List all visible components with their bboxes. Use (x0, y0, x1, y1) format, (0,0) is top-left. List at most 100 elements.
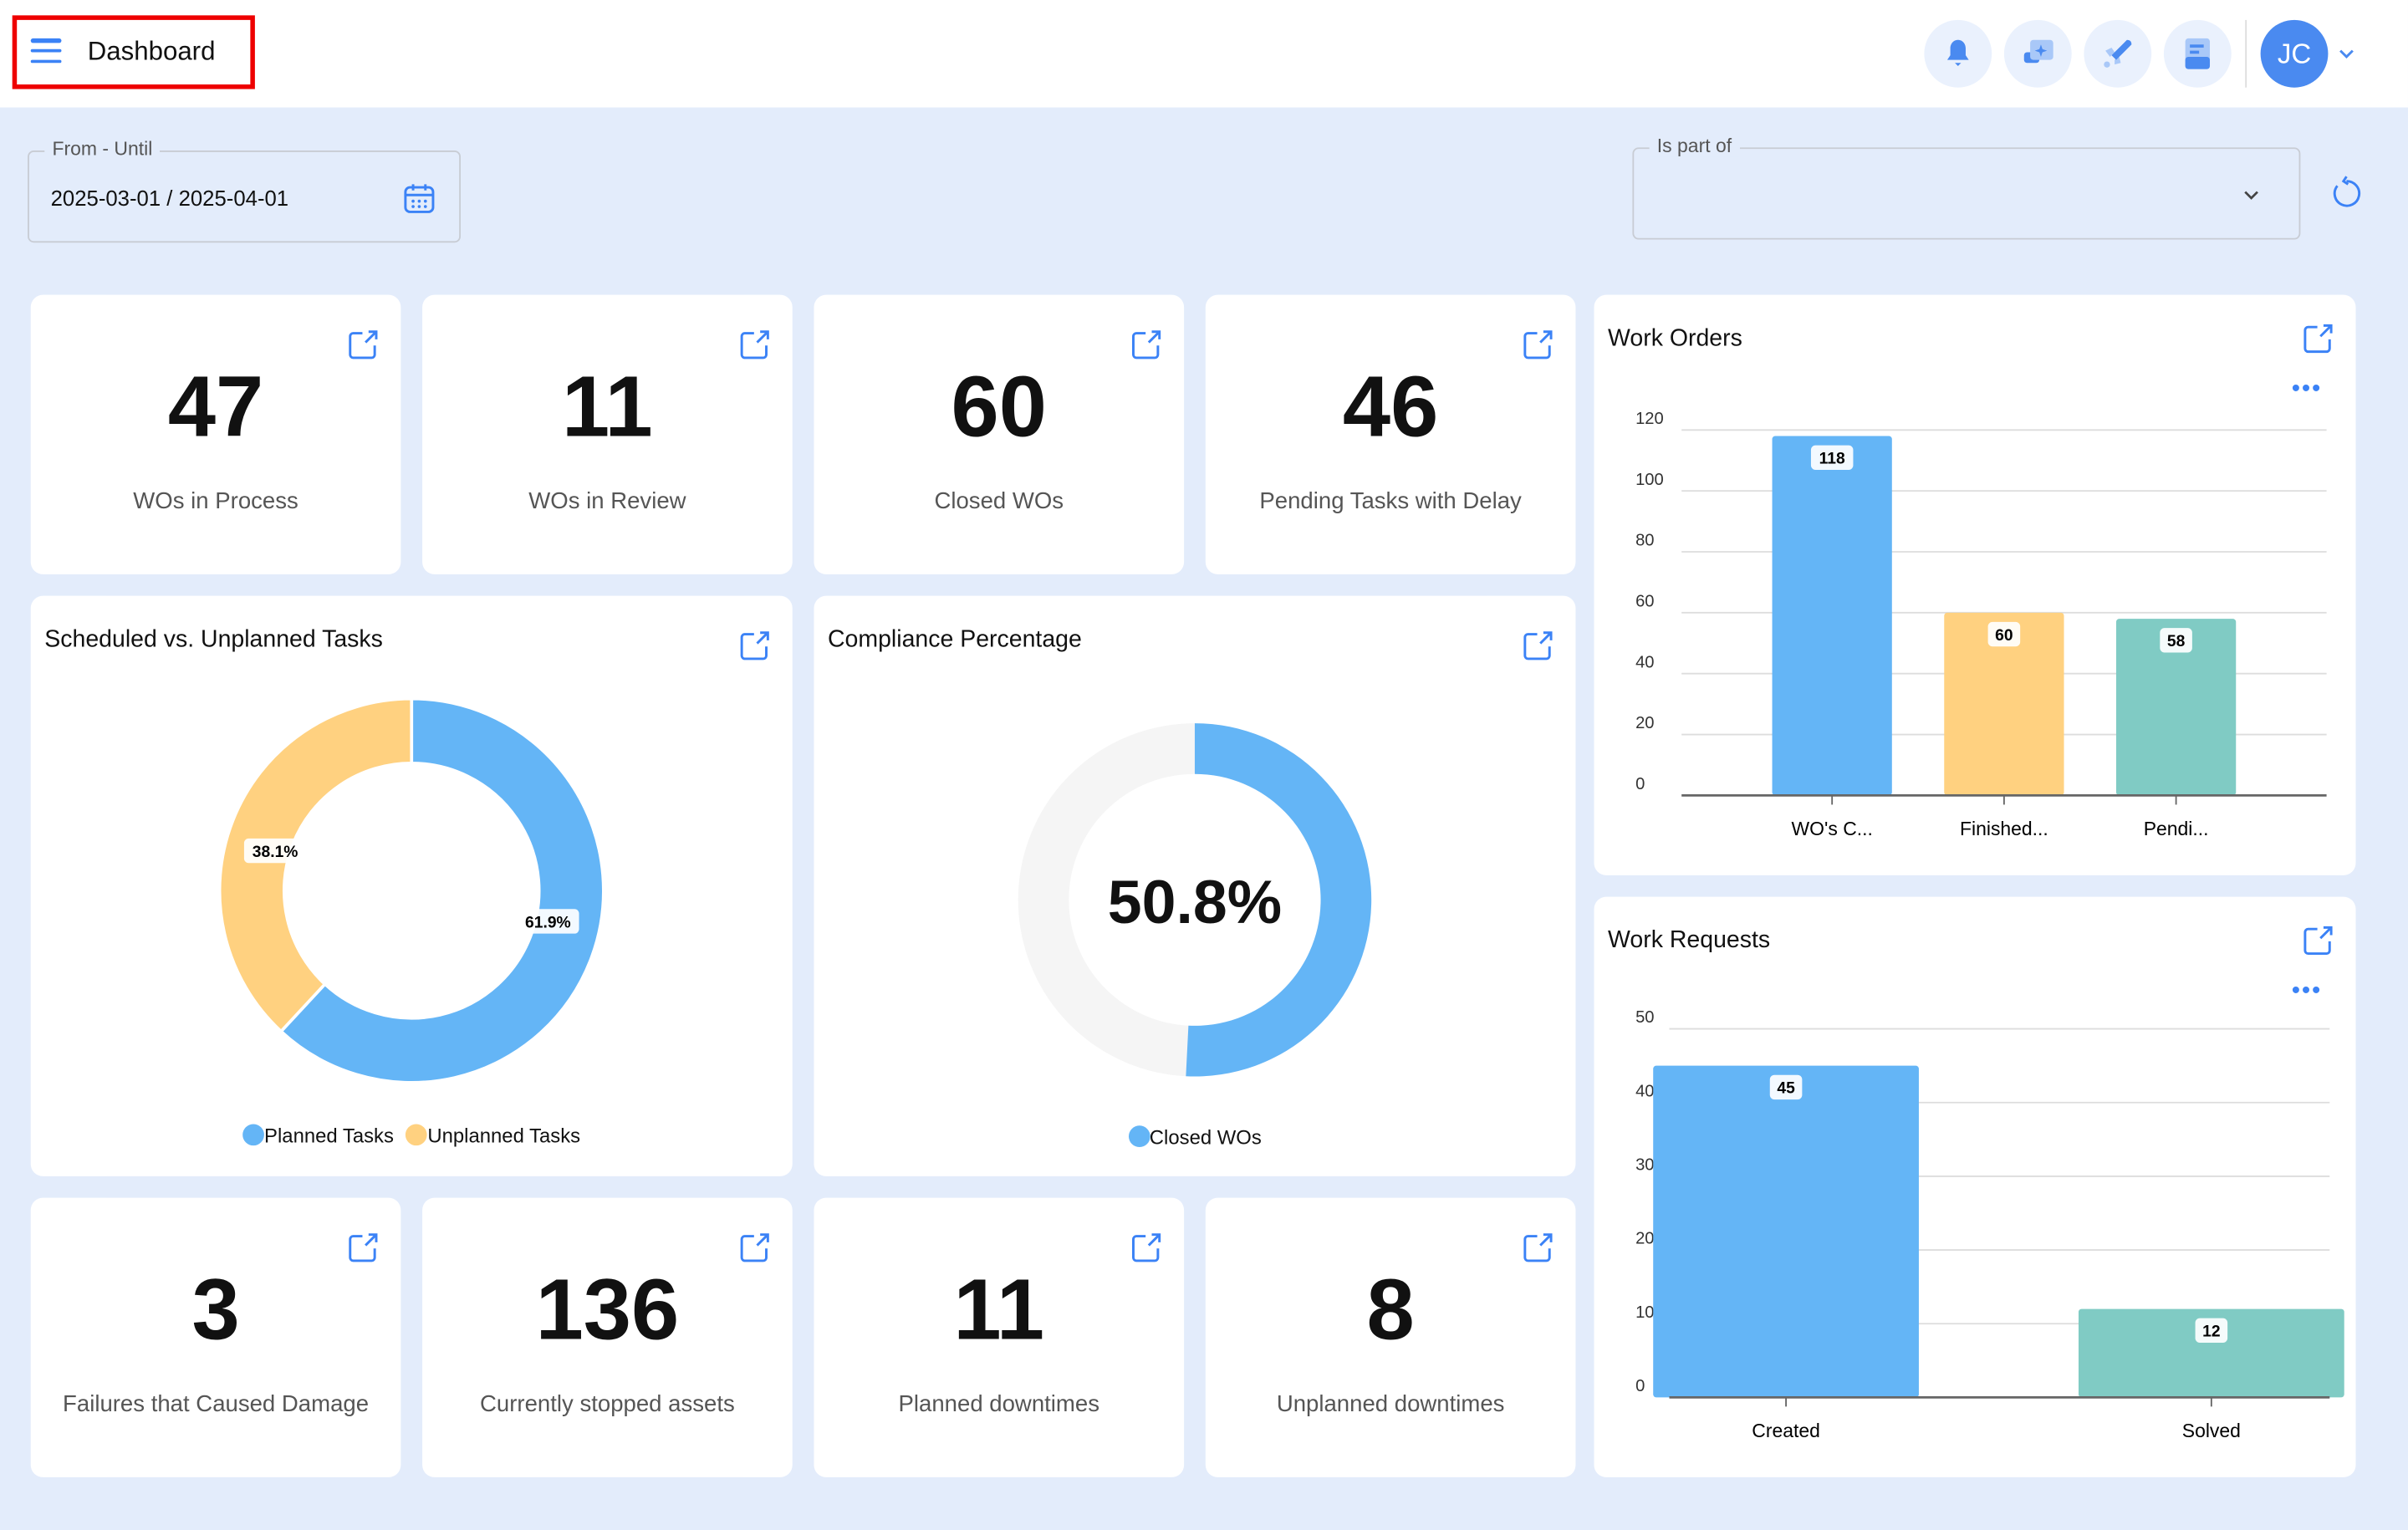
gauge-fill[interactable] (1186, 723, 1372, 1077)
bar-value-label: 45 (1769, 1074, 1803, 1100)
work-requests-card: Work Requests ••• 0 10 20 30 40 50 45 Created 12… (1594, 896, 2356, 1477)
kpi-value: 60 (951, 357, 1047, 455)
kpi-value: 3 (191, 1260, 240, 1358)
page-title: Dashboard (87, 37, 216, 66)
svg-text:118: 118 (1819, 451, 1845, 468)
open-external-icon[interactable] (1520, 630, 1553, 663)
kpi-label: Planned downtimes (898, 1391, 1099, 1418)
compliance-card: Compliance Percentage 50.8% Closed WOs (814, 595, 1576, 1176)
divider (2245, 19, 2247, 88)
x-tick-label: Finished... (1960, 818, 2048, 839)
x-tick-label: Created (1752, 1420, 1820, 1441)
y-tick-label: 40 (1635, 653, 1654, 671)
kpi-label: WOs in Review (528, 488, 686, 515)
y-tick-label: 0 (1635, 1377, 1645, 1395)
kpi-value: 47 (167, 357, 264, 455)
y-tick-label: 30 (1635, 1156, 1654, 1175)
date-range-field[interactable]: From - Until 2025-03-01 / 2025-04-01 (28, 138, 462, 243)
chevron-down-icon (2244, 191, 2258, 200)
bar[interactable] (1772, 436, 1892, 796)
x-tick-label: WO's C... (1791, 818, 1872, 839)
kpi-value: 136 (535, 1260, 680, 1358)
open-external-icon[interactable] (737, 1232, 771, 1265)
open-external-icon[interactable] (1129, 1232, 1162, 1265)
kpi-card: 46 Pending Tasks with Delay (1205, 294, 1576, 574)
compliance-value: 50.8% (1107, 869, 1283, 937)
bar-chart: 0 20 40 60 80 100 120 118 WO's C... 60 Finished...… (1635, 410, 2327, 839)
bar[interactable] (2115, 619, 2237, 796)
x-tick-label: Solved (2182, 1420, 2241, 1441)
open-external-icon[interactable] (2300, 925, 2334, 958)
y-tick-label: 120 (1635, 410, 1664, 428)
kpi-card: 11 Planned downtimes (814, 1197, 1185, 1477)
calendar-icon[interactable] (400, 180, 437, 217)
user-avatar[interactable]: JC (2260, 19, 2329, 88)
svg-text:45: 45 (1777, 1080, 1795, 1098)
date-range-value: 2025-03-01 / 2025-04-01 (50, 186, 289, 211)
kpi-label: Currently stopped assets (480, 1391, 735, 1418)
open-external-icon[interactable] (345, 1232, 379, 1265)
scheduled-vs-unplanned-card: Scheduled vs. Unplanned Tasks 61.9% 38.1%… (30, 595, 793, 1176)
kpi-card: 136 Currently stopped assets (422, 1197, 793, 1477)
ai-chat-button[interactable] (2003, 19, 2072, 88)
chart-legend: Planned Tasks Unplanned Tasks (31, 1124, 793, 1147)
card-title: Work Orders (1608, 325, 1742, 352)
legend-item-planned[interactable]: Planned Tasks (242, 1124, 394, 1147)
y-tick-label: 60 (1635, 592, 1654, 610)
chevron-down-icon[interactable] (2337, 46, 2355, 61)
open-external-icon[interactable] (737, 630, 771, 663)
bar-value-label: 60 (1987, 621, 2021, 647)
bar[interactable] (2078, 1308, 2344, 1398)
is-part-of-label: Is part of (1649, 135, 1740, 157)
open-external-icon[interactable] (1520, 329, 1553, 362)
kpi-label: WOs in Process (133, 488, 298, 515)
bar-value-label: 58 (2160, 628, 2192, 653)
svg-text:60: 60 (1995, 627, 2013, 645)
legend-item-unplanned[interactable]: Unplanned Tasks (406, 1124, 580, 1147)
open-external-icon[interactable] (1520, 1232, 1553, 1265)
kpi-card: 8 Unplanned downtimes (1205, 1197, 1576, 1477)
slice-label: 61.9% (517, 909, 579, 934)
donut-slice-0[interactable] (278, 696, 605, 1084)
x-tick-label: Pendi... (2144, 818, 2209, 839)
kpi-card: 47 WOs in Process (30, 294, 401, 574)
documents-button[interactable] (2163, 19, 2232, 88)
card-title: Scheduled vs. Unplanned Tasks (44, 626, 383, 653)
gauge-chart (1018, 723, 1372, 1077)
is-part-of-select[interactable]: Is part of (1632, 135, 2301, 240)
kpi-label: Failures that Caused Damage (63, 1391, 370, 1418)
bar[interactable] (1944, 612, 2064, 796)
bell-icon (1946, 39, 1969, 66)
open-external-icon[interactable] (2300, 323, 2334, 356)
slice-label: 38.1% (243, 838, 307, 864)
kpi-value: 11 (953, 1260, 1045, 1358)
hamburger-menu-icon[interactable] (30, 38, 62, 64)
kpi-value: 46 (1342, 357, 1439, 455)
y-tick-label: 20 (1635, 1230, 1654, 1248)
donut-chart: 61.9% 38.1% (217, 696, 605, 1084)
bar-value-label: 12 (2195, 1318, 2228, 1344)
svg-text:61.9%: 61.9% (525, 914, 571, 931)
open-external-icon[interactable] (737, 329, 771, 362)
donut-slice-1[interactable] (217, 696, 414, 1034)
kpi-value: 11 (562, 357, 653, 455)
kpi-card: 11 WOs in Review (422, 294, 793, 574)
refresh-icon[interactable] (2328, 175, 2365, 212)
open-external-icon[interactable] (1129, 329, 1162, 362)
open-external-icon[interactable] (345, 329, 379, 362)
card-title: Compliance Percentage (827, 626, 1082, 653)
bar-chart: 0 10 20 30 40 50 45 Created 12 Solved (1635, 1008, 2344, 1441)
legend-item-closed[interactable]: Closed WOs (1128, 1125, 1262, 1149)
ai-chat-icon (2023, 39, 2053, 64)
y-tick-label: 40 (1635, 1082, 1654, 1100)
bar[interactable] (1653, 1065, 1919, 1398)
work-orders-card: Work Orders ••• 0 20 40 60 80 100 120 118 WO's C… (1594, 294, 2356, 875)
rocket-button[interactable] (2084, 19, 2152, 88)
kpi-label: Unplanned downtimes (1276, 1391, 1505, 1418)
bar-value-label: 118 (1810, 445, 1854, 470)
notifications-button[interactable] (1924, 19, 1992, 88)
highlight-box (12, 15, 255, 89)
kpi-label: Pending Tasks with Delay (1259, 488, 1522, 515)
kpi-label: Closed WOs (934, 488, 1064, 515)
